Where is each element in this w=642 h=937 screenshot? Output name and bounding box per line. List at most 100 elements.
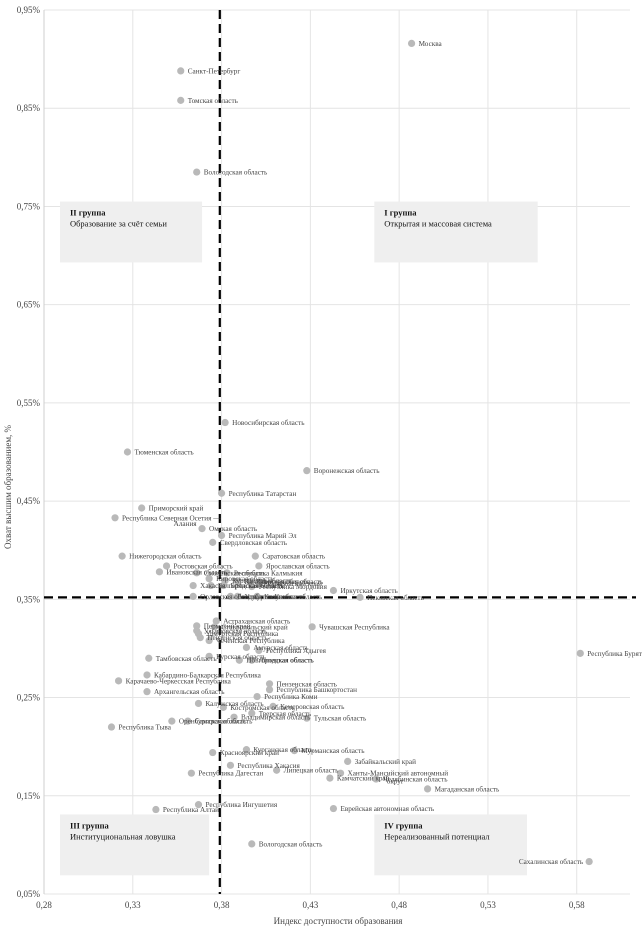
- point-label: Воронежская область: [314, 467, 380, 475]
- point-label: Республика Алтай: [163, 806, 219, 814]
- data-point: [143, 671, 151, 679]
- quadrant-subtitle-iv: Нереализованный потенциал: [384, 831, 490, 841]
- point-label: Республика Татарстан: [229, 490, 297, 498]
- point-label: Нижегородская область: [129, 553, 202, 561]
- point-label: Республика Хакасия: [237, 762, 300, 770]
- data-point: [273, 766, 281, 774]
- data-point: [205, 636, 213, 645]
- quadrant-box-ii: [59, 201, 203, 263]
- data-point: [162, 562, 171, 570]
- point-label: Республика Северная Осетия —: [122, 514, 221, 522]
- data-point: [210, 623, 219, 631]
- y-axis-title: Охват высшим образованием, %: [3, 424, 13, 549]
- data-points: [107, 39, 593, 866]
- y-tick-label: 0,65%: [17, 300, 41, 310]
- point-label: Псковская область: [367, 594, 424, 602]
- point-label: Республика Марий Эл: [229, 532, 297, 540]
- x-tick-label: 0,43: [302, 900, 318, 910]
- data-point: [138, 504, 146, 512]
- data-point: [194, 801, 203, 809]
- data-point: [145, 654, 153, 662]
- x-tick-label: 0,53: [480, 900, 496, 910]
- x-axis-title: Индекс доступности образования: [274, 916, 403, 926]
- point-label: Хакасия: [200, 582, 226, 590]
- data-point: [253, 692, 261, 701]
- data-point: [123, 448, 132, 456]
- quadrant-box-iii: [59, 814, 210, 876]
- point-label: Красноярский край: [220, 749, 279, 757]
- point-label: Орловская область: [200, 593, 258, 601]
- data-point: [242, 643, 251, 652]
- point-label: Республика Коми: [237, 593, 291, 601]
- data-point: [198, 525, 206, 533]
- point-label: Ханты-Мансийский автономный: [348, 770, 449, 778]
- data-point: [221, 418, 229, 427]
- point-label: Москва: [419, 40, 443, 48]
- point-label: Тамбовская область: [156, 655, 218, 663]
- point-label: Челябинская область: [383, 776, 448, 784]
- point-label: Чувашская Республика: [319, 623, 390, 631]
- data-point: [194, 699, 203, 708]
- x-tick-label: 0,48: [391, 900, 407, 910]
- data-point: [344, 757, 352, 766]
- x-tick-labels: 0,28 0,33 0,38 0,43 0,48 0,53 0,58: [36, 900, 585, 910]
- data-point: [265, 686, 274, 694]
- quadrant-subtitle-i: Открытая и массовая система: [384, 219, 492, 229]
- y-tick-label: 0,05%: [17, 889, 41, 899]
- data-point: [196, 634, 204, 642]
- point-label: Новосибирская область: [232, 419, 305, 427]
- y-tick-label: 0,95%: [17, 5, 41, 15]
- point-label: Тюменская область: [134, 449, 194, 457]
- data-point: [226, 761, 235, 769]
- quadrant-title-iv: IV группа: [384, 820, 423, 830]
- y-tick-label: 0,45%: [17, 496, 41, 506]
- point-label: Мурманская область: [301, 747, 365, 755]
- y-tick-label: 0,85%: [17, 103, 41, 113]
- point-label: Карачаево-Черкесская Республика: [126, 677, 232, 685]
- data-point: [253, 592, 261, 600]
- point-label: Алания: [174, 520, 198, 528]
- y-tick-labels: 0,05% 0,15% 0,25% 0,35% 0,45% 0,55% 0,65% 0,75%…: [17, 5, 41, 899]
- data-point: [255, 646, 263, 655]
- point-label: Вологодская область: [259, 840, 323, 848]
- data-point: [207, 581, 215, 590]
- point-label: Иркутская область: [340, 587, 398, 595]
- point-label: Хабаровский край: [266, 580, 322, 588]
- data-point: [248, 656, 256, 664]
- point-labels: Москва Санкт-Петербург Томская область Воло…: [118, 40, 642, 866]
- data-point: [155, 568, 164, 576]
- data-point: [585, 857, 593, 866]
- quadrant-subtitle-iii: Институциональная ловушка: [70, 831, 176, 841]
- data-point: [251, 552, 259, 560]
- point-label: Ростовская область: [174, 562, 234, 570]
- data-point: [233, 592, 242, 600]
- point-label: Саратовская область: [262, 553, 326, 561]
- data-point: [193, 168, 201, 176]
- data-point: [290, 746, 298, 755]
- data-point: [265, 680, 274, 688]
- point-label: Тверская область: [257, 578, 310, 586]
- data-point: [269, 702, 277, 710]
- point-label: Тверская область: [259, 710, 312, 718]
- data-point: [189, 592, 197, 600]
- point-label: Ставропольский край: [221, 623, 287, 631]
- point-label: Республика Ингушетия: [205, 801, 277, 809]
- data-point: [168, 717, 176, 725]
- point-label: Омская область: [209, 525, 258, 533]
- data-point: [329, 586, 338, 595]
- data-point: [187, 769, 195, 777]
- point-label: Брянская область: [230, 582, 284, 590]
- data-point: [152, 805, 160, 814]
- point-label: Кемеровская область: [280, 703, 345, 711]
- data-point: [230, 713, 238, 721]
- quadrant-subtitle-ii: Образование за счёт семьи: [70, 219, 167, 229]
- data-point: [223, 569, 231, 577]
- point-label: Курская область: [216, 653, 266, 661]
- x-tick-label: 0,38: [214, 900, 230, 910]
- data-point: [114, 677, 123, 685]
- point-label: Пензенская область: [277, 680, 338, 688]
- point-label: Еврейская автономная область: [340, 805, 434, 813]
- data-point: [219, 581, 227, 590]
